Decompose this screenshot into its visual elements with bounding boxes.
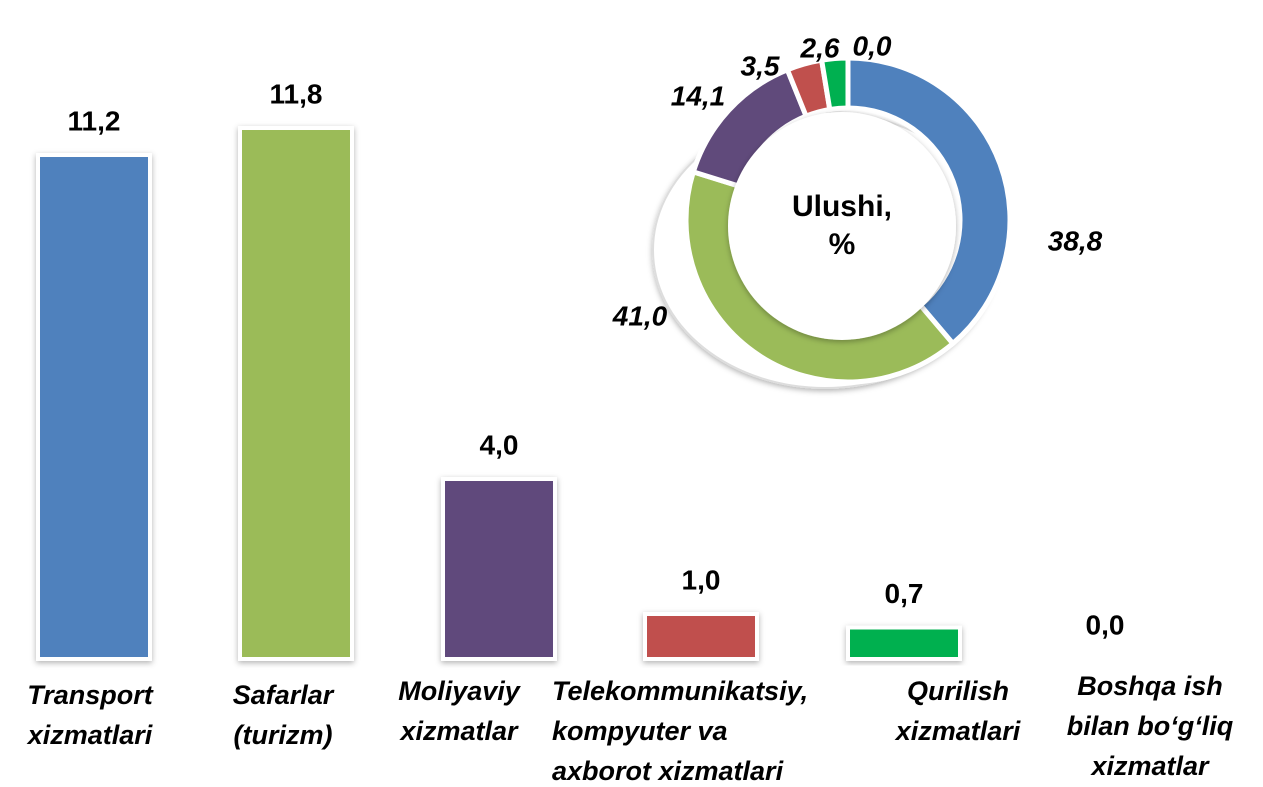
category-label: Safarlar(turizm) <box>233 680 335 750</box>
bar <box>240 128 352 659</box>
value-label: 41,0 <box>612 300 668 331</box>
value-label: 2,6 <box>800 32 840 63</box>
donut-center <box>728 112 956 340</box>
value-label: 4,0 <box>480 429 519 460</box>
value-label: 0,0 <box>1086 609 1125 640</box>
bar <box>38 155 150 659</box>
value-label: 1,0 <box>682 564 721 595</box>
bar <box>443 479 555 659</box>
value-label: 0,7 <box>885 578 924 609</box>
value-label: 3,5 <box>741 50 780 81</box>
value-label: 0,0 <box>853 30 892 61</box>
value-label: 11,2 <box>68 105 121 136</box>
value-label: 11,8 <box>270 78 323 109</box>
chart: 11,2 Transportxizmatlari 11,8 Safarlar(turi… <box>0 0 1263 787</box>
value-label: 14,1 <box>671 80 726 111</box>
bar <box>848 628 960 660</box>
value-label: 38,8 <box>1048 225 1103 256</box>
bar <box>645 614 757 659</box>
